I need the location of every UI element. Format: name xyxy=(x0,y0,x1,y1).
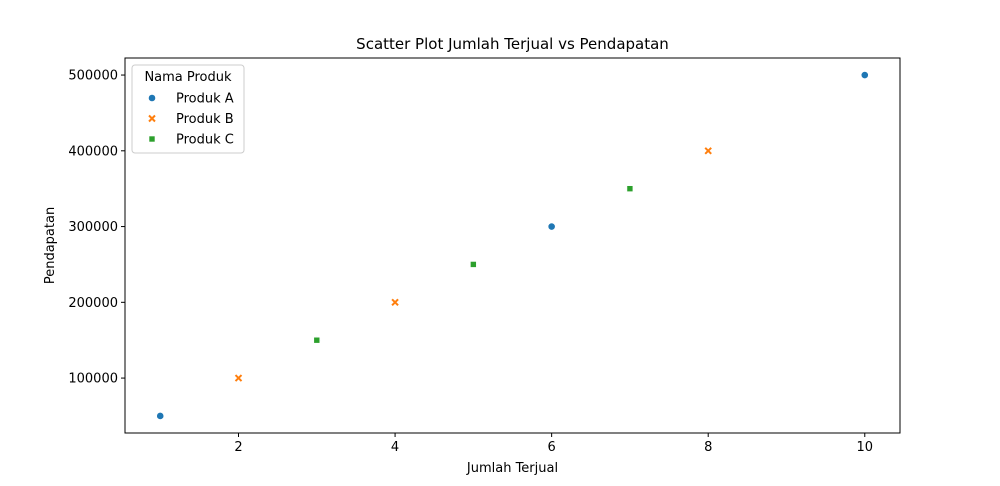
y-axis-ticks: 100000 200000 300000 400000 500000 xyxy=(68,69,125,387)
data-point-produk-c xyxy=(313,336,321,344)
legend-box xyxy=(131,64,245,154)
data-points xyxy=(156,71,869,420)
x-axis-label: Jumlah Terjual xyxy=(466,461,558,476)
data-point-produk-b xyxy=(234,374,243,382)
x-tick-label: 6 xyxy=(548,440,556,455)
y-tick-label: 500000 xyxy=(68,69,118,84)
y-tick-label: 300000 xyxy=(68,220,118,235)
data-point-produk-a xyxy=(547,222,556,231)
data-point-produk-b xyxy=(391,298,399,307)
y-axis-label: Pendapatan xyxy=(43,207,58,284)
x-axis-ticks: 2 4 6 8 10 xyxy=(234,433,873,455)
legend: Nama Produk Produk A Produk B Produk C xyxy=(131,64,245,154)
y-tick-label: 200000 xyxy=(68,296,118,311)
data-point-produk-c xyxy=(470,261,477,268)
legend-marker-produk-b xyxy=(148,114,156,123)
x-tick-label: 10 xyxy=(856,440,873,455)
data-point-produk-a xyxy=(156,412,165,420)
y-tick-label: 100000 xyxy=(68,372,118,387)
data-point-produk-a xyxy=(860,71,869,79)
x-tick-label: 2 xyxy=(234,440,242,455)
x-tick-label: 4 xyxy=(391,440,399,455)
plot-frame xyxy=(124,57,901,434)
x-tick-label: 8 xyxy=(704,440,712,455)
legend-title: Nama Produk xyxy=(144,70,232,85)
data-point-produk-b xyxy=(704,147,712,155)
legend-marker-produk-c xyxy=(148,135,156,143)
legend-marker-produk-a xyxy=(148,94,156,102)
data-point-produk-c xyxy=(626,185,634,192)
legend-label-produk-c: Produk C xyxy=(176,133,234,148)
chart-title: Scatter Plot Jumlah Terjual vs Pendapata… xyxy=(356,35,669,53)
legend-label-produk-a: Produk A xyxy=(176,92,234,107)
legend-label-produk-b: Produk B xyxy=(176,112,234,127)
plot-area xyxy=(124,57,901,434)
y-tick-label: 400000 xyxy=(68,144,118,159)
